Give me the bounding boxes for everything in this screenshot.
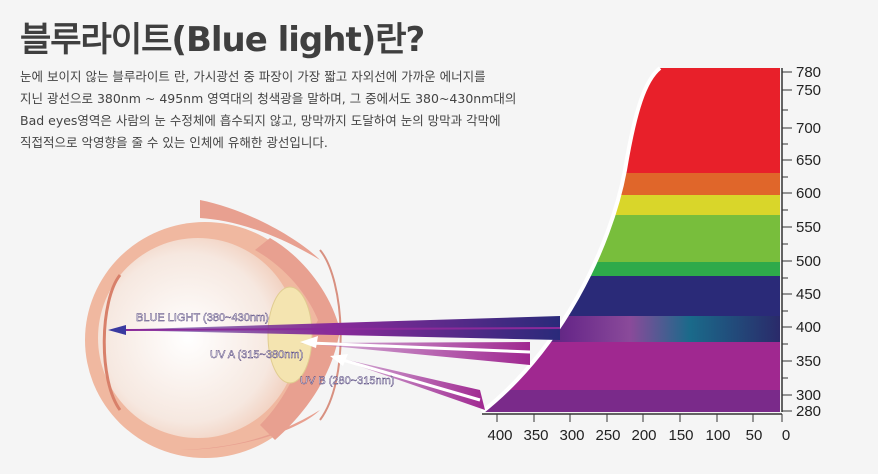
band-indigo	[482, 276, 780, 316]
band-orange	[482, 173, 780, 195]
bottom-axis-labels: 400 350 300 250 200 150 100 50 0	[487, 427, 790, 444]
right-axis-label: 400	[796, 319, 821, 336]
ray-uvb-arrow	[335, 356, 481, 402]
band-green	[482, 215, 780, 262]
bottom-axis-label: 350	[523, 427, 548, 444]
bottom-axis-label: 200	[631, 427, 656, 444]
retina	[102, 274, 122, 411]
lens	[267, 286, 313, 384]
right-axis-label: 650	[796, 152, 821, 169]
uva-label: UV A (315~380nm)	[210, 349, 303, 361]
right-axis-label: 300	[796, 387, 821, 404]
ray-uva-arrow	[309, 341, 531, 354]
eyeball	[98, 238, 298, 438]
description-line: 눈에 보이지 않는 블루라이트 란, 가시광선 중 파장이 가장 짧고 자외선에…	[20, 69, 486, 84]
band-red	[482, 68, 780, 173]
description-line: 지닌 광선으로 380nm ~ 495nm 영역대의 청색광을 말하며, 그 중…	[20, 91, 517, 106]
right-axis-label: 450	[796, 286, 821, 303]
bottom-axis-label: 0	[782, 427, 790, 444]
blue-arrowhead	[108, 325, 126, 335]
band-uvb	[482, 390, 780, 412]
right-axis-label: 500	[796, 253, 821, 270]
right-axis-label: 600	[796, 185, 821, 202]
eye-illustration	[85, 200, 342, 458]
bottom-axis-label: 400	[487, 427, 512, 444]
rays	[108, 316, 561, 410]
description-line: 직접적으로 악영향을 줄 수 있는 인체에 유해한 광선입니다.	[20, 135, 328, 150]
eyelid-top	[200, 200, 320, 260]
bottom-axis-label: 100	[705, 427, 730, 444]
description: 눈에 보이지 않는 블루라이트 란, 가시광선 중 파장이 가장 짧고 자외선에…	[20, 66, 640, 154]
ray-labels: BLUE LIGHT (380~430nm) UV A (315~380nm) …	[136, 312, 395, 387]
blue-light-label: BLUE LIGHT (380~430nm)	[136, 312, 269, 324]
ray-blue-arrow	[119, 327, 561, 331]
right-axis-label: 350	[796, 353, 821, 370]
uvb-label: UV B (280~315nm)	[300, 375, 394, 387]
bottom-axis-ticks	[496, 414, 783, 422]
uva-arrowhead	[300, 336, 318, 348]
bottom-axis-label: 250	[595, 427, 620, 444]
band-green-dark	[482, 262, 780, 276]
bottom-axis-label: 300	[559, 427, 584, 444]
iris	[255, 238, 340, 440]
page-title: 블루라이트(Blue light)란?	[20, 20, 425, 60]
right-axis-label: 750	[796, 82, 821, 99]
right-axis-label: 780	[796, 64, 821, 81]
right-axis-labels: 780 750 700 650 600 550 500 450 400 350 …	[796, 64, 821, 420]
right-axis-ticks	[782, 71, 792, 412]
spectrum-curve	[480, 66, 662, 414]
ray-uvb	[330, 356, 485, 410]
ray-uva	[300, 342, 530, 365]
right-axis-label: 280	[796, 403, 821, 420]
uvb-arrowhead	[330, 354, 348, 366]
band-yellow	[482, 195, 780, 215]
bottom-axis-label: 150	[668, 427, 693, 444]
right-axis-label: 550	[796, 219, 821, 236]
description-line: Bad eyes영역은 사람의 눈 수정체에 흡수되지 않고, 망막까지 도달하…	[20, 113, 501, 128]
bottom-axis-label: 50	[746, 427, 763, 444]
ray-blue-light	[108, 316, 560, 340]
right-axis-label: 700	[796, 120, 821, 137]
